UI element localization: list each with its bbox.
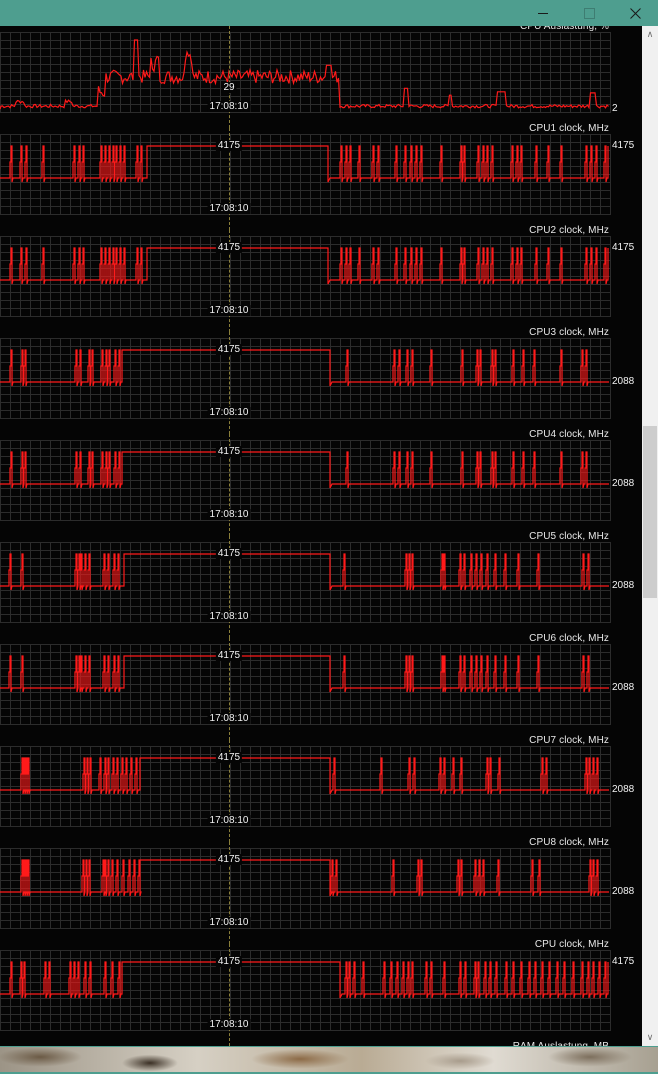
cursor-value: 4175 [215, 548, 243, 559]
monitor-panel-clock-8: CPU8 clock, MHz 4175 2088 17:08:10 [0, 837, 642, 944]
current-value: 2088 [612, 682, 635, 693]
cursor-timestamp: 17:08:10 [207, 815, 251, 826]
desktop-wallpaper [0, 1047, 658, 1074]
current-value: 2088 [612, 784, 635, 795]
time-cursor-line [229, 128, 230, 230]
cursor-value: 4175 [215, 344, 243, 355]
graph-trace [0, 349, 609, 387]
graph-trace [0, 655, 609, 693]
current-value: 2 [612, 103, 618, 114]
cursor-value: 4175 [215, 956, 243, 967]
current-value: 2088 [612, 376, 635, 387]
graph-trace [0, 145, 609, 183]
cursor-timestamp: 17:08:10 [207, 203, 251, 214]
time-cursor-line [229, 740, 230, 842]
graph-trace [0, 859, 609, 897]
current-value: 2088 [612, 478, 635, 489]
time-cursor-line [229, 944, 230, 1046]
current-value: 4175 [612, 242, 635, 253]
graph-grid [0, 746, 611, 827]
graph-trace [0, 961, 609, 999]
monitor-panel-clock-3: CPU3 clock, MHz 4175 2088 17:08:10 [0, 327, 642, 434]
graph-trace [0, 39, 609, 110]
cursor-timestamp: 17:08:10 [207, 305, 251, 316]
close-icon [629, 7, 641, 19]
time-cursor-line [229, 434, 230, 536]
graph-grid [0, 950, 611, 1031]
window-bottom-border [0, 1046, 658, 1047]
hardware-monitor-graph-area[interactable]: CPU Auslastung, % 29 2 17:08:10 CPU1 clock, … [0, 26, 642, 1046]
current-value: 2088 [612, 580, 635, 591]
graph-label: CPU6 clock, MHz [529, 633, 609, 644]
cursor-value: 4175 [215, 242, 243, 253]
vertical-scrollbar[interactable]: ∧ ∨ [642, 26, 658, 1046]
close-button[interactable] [612, 0, 658, 26]
graph-label: CPU5 clock, MHz [529, 531, 609, 542]
monitor-panel-clock-7: CPU7 clock, MHz 4175 2088 17:08:10 [0, 735, 642, 842]
graph-label: RAM Auslastung, MB [513, 1041, 609, 1046]
maximize-icon [583, 7, 595, 19]
minimize-icon [538, 12, 548, 14]
graph-label: CPU4 clock, MHz [529, 429, 609, 440]
time-cursor-line [229, 536, 230, 638]
graph-grid [0, 644, 611, 725]
graph-trace [0, 553, 609, 591]
scrollbar-thumb[interactable] [643, 426, 657, 598]
graph-label: CPU1 clock, MHz [529, 123, 609, 134]
time-cursor-line [229, 842, 230, 944]
cursor-timestamp: 17:08:10 [207, 611, 251, 622]
cursor-timestamp: 17:08:10 [207, 509, 251, 520]
cursor-value: 4175 [215, 140, 243, 151]
time-cursor-line [229, 26, 230, 128]
cursor-timestamp: 17:08:10 [207, 1019, 251, 1030]
cursor-value: 4175 [215, 854, 243, 865]
cursor-timestamp: 17:08:10 [207, 917, 251, 928]
chevron-up-icon: ∧ [646, 29, 654, 39]
monitor-panel-clock-2: CPU2 clock, MHz 4175 4175 17:08:10 [0, 225, 642, 332]
window-title-bar [0, 0, 658, 26]
cursor-timestamp: 17:08:10 [207, 101, 251, 112]
monitor-panel-clock-4: CPU4 clock, MHz 4175 2088 17:08:10 [0, 429, 642, 536]
time-cursor-line [229, 332, 230, 434]
monitor-panel-clock-6: CPU6 clock, MHz 4175 2088 17:08:10 [0, 633, 642, 740]
cursor-value: 29 [221, 82, 237, 93]
cursor-value: 4175 [215, 650, 243, 661]
graph-label: CPU2 clock, MHz [529, 225, 609, 236]
graph-label: CPU Auslastung, % [520, 26, 609, 32]
graph-trace [0, 757, 609, 795]
taskbar-edge [0, 1072, 658, 1074]
graph-label: CPU8 clock, MHz [529, 837, 609, 848]
cursor-value: 4175 [215, 446, 243, 457]
graph-grid [0, 32, 611, 113]
graph-grid [0, 542, 611, 623]
cursor-timestamp: 17:08:10 [207, 407, 251, 418]
time-cursor-line [229, 638, 230, 740]
minimize-button[interactable] [520, 0, 566, 26]
monitor-panel-cpu-usage: CPU Auslastung, % 29 2 17:08:10 [0, 26, 642, 128]
chevron-down-icon: ∨ [646, 1032, 654, 1042]
monitor-panel-clock-1: CPU1 clock, MHz 4175 4175 17:08:10 [0, 123, 642, 230]
time-cursor-line [229, 230, 230, 332]
scroll-up-button[interactable]: ∧ [642, 26, 658, 43]
monitor-panel-clock-9: CPU clock, MHz 4175 4175 17:08:10 [0, 939, 642, 1046]
current-value: 4175 [612, 956, 635, 967]
scroll-down-button[interactable]: ∨ [642, 1029, 658, 1046]
current-value: 2088 [612, 886, 635, 897]
current-value: 4175 [612, 140, 635, 151]
cursor-value: 4175 [215, 752, 243, 763]
cursor-timestamp: 17:08:10 [207, 713, 251, 724]
maximize-button[interactable] [566, 0, 612, 26]
graph-label: CPU clock, MHz [534, 939, 609, 950]
graph-label: CPU7 clock, MHz [529, 735, 609, 746]
graph-label: CPU3 clock, MHz [529, 327, 609, 338]
graph-trace [0, 451, 609, 489]
monitor-panel-clock-5: CPU5 clock, MHz 4175 2088 17:08:10 [0, 531, 642, 638]
graph-trace [0, 247, 609, 285]
